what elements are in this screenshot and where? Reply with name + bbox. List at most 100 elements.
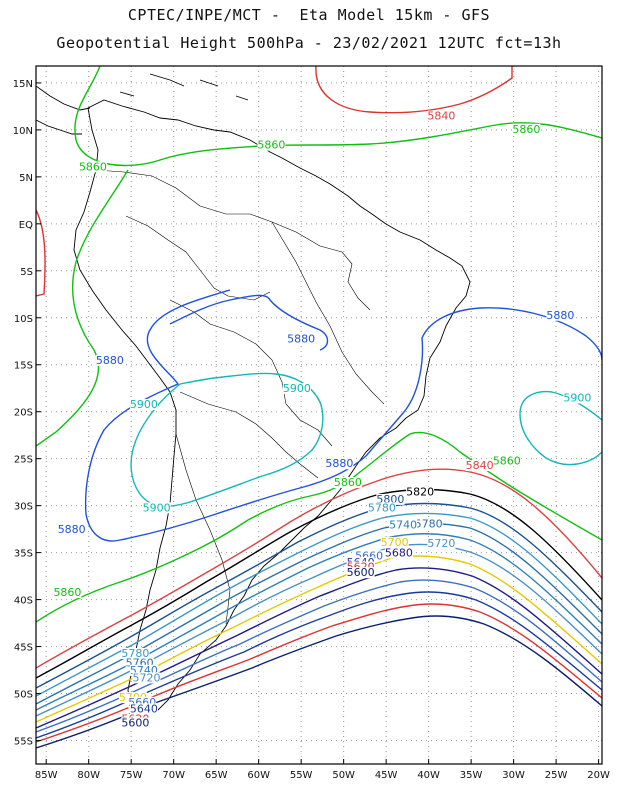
contour-label: 5780 xyxy=(121,647,149,660)
contour-label-bg xyxy=(546,309,575,321)
contour-label: 5840 xyxy=(466,459,494,472)
contour-label: 5780 xyxy=(368,501,396,514)
contour-label-bg xyxy=(95,354,124,366)
contour-label: 5840 xyxy=(427,110,455,123)
lat-tick-label: 45S xyxy=(14,643,33,654)
contour-label: 5900 xyxy=(283,382,311,395)
contour-5900-left xyxy=(130,372,324,508)
contour-label: 5860 xyxy=(257,139,285,152)
map-frame xyxy=(35,65,603,765)
contour-5820 xyxy=(36,488,602,679)
lon-tick-label: 70W xyxy=(162,770,185,781)
contour-label-bg xyxy=(128,696,157,708)
lat-tick-label: 15N xyxy=(13,79,33,90)
contour-label: 5720 xyxy=(132,671,160,684)
contour-label: 5720 xyxy=(427,537,455,550)
lat-tick-label: 55S xyxy=(14,737,33,748)
contour-5880-main xyxy=(84,289,602,542)
contour-label-bg xyxy=(287,333,316,345)
contour-label-bg xyxy=(346,567,375,579)
contour-label: 5860 xyxy=(79,160,107,173)
contour-label-bg xyxy=(465,460,494,472)
contour-label-bg xyxy=(346,561,375,573)
lat-tick-label: 25S xyxy=(14,455,33,466)
contour-5840-west xyxy=(36,209,46,297)
lat-tick-label: 15S xyxy=(14,361,33,372)
contour-label: 5880 xyxy=(325,457,353,470)
contour-label-bg xyxy=(325,458,354,470)
contour-label: 5880 xyxy=(58,523,86,536)
contour-label: 5900 xyxy=(130,398,158,411)
contour-label: 5900 xyxy=(143,501,171,514)
contour-label-bg xyxy=(53,586,82,598)
contour-label: 5820 xyxy=(406,485,434,498)
lon-tick-label: 80W xyxy=(77,770,100,781)
contour-label: 5880 xyxy=(287,332,315,345)
contour-label: 5860 xyxy=(512,123,540,136)
contour-label: 5860 xyxy=(493,454,521,467)
contour-5760 xyxy=(36,522,602,705)
contour-label-bg xyxy=(125,657,154,669)
lon-tick-label: 55W xyxy=(290,770,313,781)
lat-tick-label: 35S xyxy=(14,549,33,560)
lon-tick-label: 50W xyxy=(332,770,355,781)
contour-label-bg xyxy=(427,538,456,550)
coastlines xyxy=(36,73,471,717)
contour-5860-south xyxy=(36,431,602,623)
lon-tick-label: 20W xyxy=(587,770,610,781)
contour-label: 5900 xyxy=(563,391,591,404)
contour-label: 5680 xyxy=(385,546,413,559)
contour-label-bg xyxy=(121,717,150,729)
contour-label: 5880 xyxy=(546,309,574,322)
axis-ticks: 15N 10N 5N EQ 5S 10S 15S 20S 25S 30S 35S 40S 45S 50S 5… xyxy=(13,79,610,781)
contour-label: 5880 xyxy=(96,354,124,367)
lon-tick-label: 40W xyxy=(417,770,440,781)
title-line-2: Geopotential Height 500hPa - 23/02/2021 … xyxy=(56,34,562,52)
caribbean-islands xyxy=(119,73,249,101)
country-borders xyxy=(95,169,385,625)
lat-tick-label: 50S xyxy=(14,690,33,701)
contour-label-bg xyxy=(492,455,521,467)
contour-label-bg xyxy=(257,139,286,151)
lon-tick-label: 75W xyxy=(120,770,143,781)
contour-labels: 5840586058605860588058805880588058805900… xyxy=(53,110,592,729)
contour-label-bg xyxy=(57,523,86,535)
contour-label-bg xyxy=(512,123,541,135)
contour-label: 5740 xyxy=(389,518,417,531)
contour-label-bg xyxy=(333,476,362,488)
contour-label-bg xyxy=(129,703,158,715)
lon-tick-label: 60W xyxy=(247,770,270,781)
contour-label-bg xyxy=(427,110,456,122)
lat-tick-label: 10S xyxy=(14,314,33,325)
lon-tick-label: 30W xyxy=(502,770,525,781)
contour-label: 5860 xyxy=(53,586,81,599)
contour-label-bg xyxy=(355,550,384,562)
contour-label-bg xyxy=(414,518,443,530)
contour-label-bg xyxy=(132,672,161,684)
contour-5840-south xyxy=(36,468,602,669)
contour-5780 xyxy=(36,512,602,697)
contour-label-bg xyxy=(406,486,435,498)
contour-label-bg xyxy=(78,161,107,173)
contour-5860-west xyxy=(36,169,129,447)
lat-tick-label: EQ xyxy=(19,220,33,231)
contour-label-bg xyxy=(367,502,396,514)
lat-tick-label: 5N xyxy=(19,173,33,184)
lat-tick-label: 40S xyxy=(14,596,33,607)
contour-label: 5700 xyxy=(381,536,409,549)
contour-label-bg xyxy=(121,647,150,659)
contour-label: 5860 xyxy=(334,476,362,489)
contour-5840-north xyxy=(315,66,513,114)
contour-label-bg xyxy=(384,547,413,559)
lat-tick-label: 30S xyxy=(14,502,33,513)
contour-label-bg xyxy=(129,664,158,676)
contour-5660 xyxy=(36,579,602,733)
contour-5880-upper xyxy=(169,294,329,351)
central-america-coast xyxy=(36,85,91,135)
title-line-1: CPTEC/INPE/MCT - Eta Model 15km - GFS xyxy=(127,6,491,24)
lat-tick-label: 20S xyxy=(14,408,33,419)
lon-tick-label: 85W xyxy=(35,770,58,781)
contour-label-bg xyxy=(563,392,592,404)
contour-label: 5600 xyxy=(121,716,149,729)
